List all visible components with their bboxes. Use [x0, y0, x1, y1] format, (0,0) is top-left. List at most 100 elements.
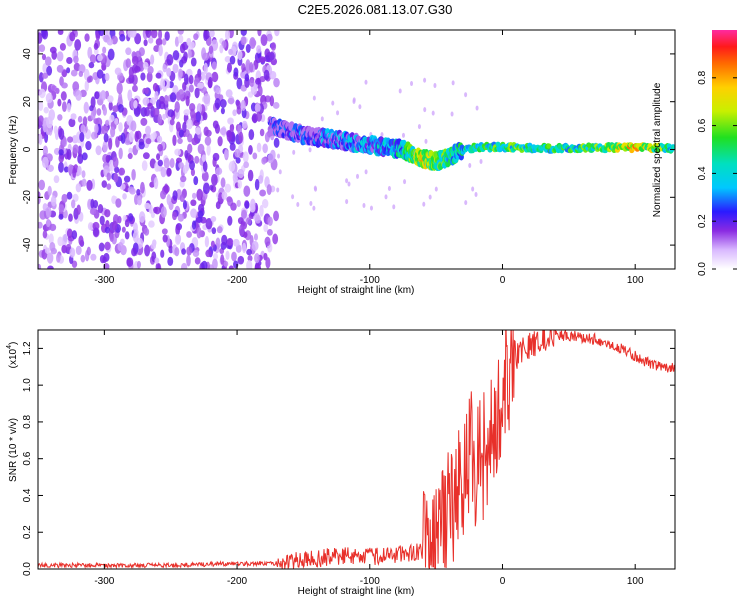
- noise-cell: [266, 33, 273, 42]
- noise-cell: [264, 48, 271, 58]
- noise-cell: [163, 94, 169, 105]
- noise-cell: [108, 101, 113, 111]
- noise-cell: [147, 102, 153, 110]
- noise-cell: [345, 199, 349, 205]
- noise-cell: [196, 226, 202, 239]
- noise-cell: [464, 200, 468, 206]
- noise-cell: [77, 153, 84, 164]
- noise-cell: [169, 118, 175, 126]
- noise-cell: [224, 56, 232, 63]
- noise-cell: [58, 204, 65, 213]
- noise-cell: [217, 136, 223, 147]
- noise-cell: [172, 211, 178, 221]
- noise-cell: [169, 92, 177, 103]
- noise-cell: [99, 215, 105, 226]
- noise-cell: [264, 55, 271, 63]
- noise-cell: [118, 122, 123, 132]
- noise-cell: [150, 54, 155, 65]
- noise-cell: [145, 125, 152, 136]
- noise-cell: [58, 153, 64, 163]
- noise-cell: [70, 69, 78, 77]
- noise-cell: [166, 194, 172, 206]
- noise-cell: [66, 102, 71, 113]
- noise-cell: [156, 135, 163, 144]
- noise-cell: [58, 161, 65, 173]
- noise-cell: [78, 70, 84, 77]
- noise-cell: [127, 30, 133, 38]
- y-tick-label: -20: [22, 190, 33, 205]
- noise-cell: [191, 192, 197, 199]
- noise-cell: [72, 144, 79, 154]
- noise-cell: [140, 117, 148, 126]
- noise-cell: [104, 72, 110, 82]
- noise-cell: [264, 132, 270, 143]
- noise-cell: [204, 236, 210, 248]
- noise-cell: [450, 111, 454, 117]
- noise-cell: [75, 90, 82, 101]
- noise-cell: [256, 111, 262, 122]
- noise-cell: [46, 252, 54, 264]
- noise-cell: [41, 156, 49, 169]
- noise-cell: [210, 216, 217, 223]
- noise-cell: [181, 262, 188, 269]
- spectrogram-y-label: Frequency (Hz): [8, 116, 19, 185]
- noise-cell: [153, 45, 160, 53]
- noise-cell: [94, 91, 100, 100]
- noise-cell: [256, 142, 262, 153]
- noise-cell: [73, 62, 81, 72]
- noise-cell: [61, 101, 67, 113]
- noise-cell: [180, 175, 187, 183]
- noise-cell: [124, 231, 130, 240]
- snr-plot-area: [38, 330, 675, 569]
- noise-cell: [186, 118, 193, 130]
- noise-cell: [148, 220, 155, 228]
- noise-cell: [468, 163, 472, 169]
- noise-cell: [142, 61, 149, 70]
- noise-cell: [81, 170, 86, 178]
- noise-cell: [118, 92, 123, 104]
- y-tick-label: 20: [22, 96, 33, 108]
- spectrogram-y-ticks: -40 -20 0 20 40: [22, 48, 675, 252]
- noise-cell: [410, 81, 414, 87]
- noise-cell: [292, 149, 296, 155]
- noise-cell: [190, 168, 196, 177]
- noise-cell: [98, 30, 105, 37]
- noise-cell: [73, 55, 79, 64]
- noise-cell: [104, 226, 111, 234]
- y-tick-label: 0.2: [22, 525, 33, 539]
- noise-cell: [224, 149, 229, 159]
- colorbar-ticks: 0.0 0.2 0.4 0.6 0.8: [697, 70, 737, 276]
- noise-cell: [215, 237, 221, 250]
- noise-cell: [71, 199, 76, 209]
- noise-cell: [129, 188, 136, 195]
- noise-cell: [451, 80, 455, 86]
- noise-cell: [71, 260, 78, 268]
- x-tick-label: 0: [500, 576, 506, 587]
- noise-cell: [259, 189, 267, 197]
- noise-cell: [144, 106, 150, 117]
- noise-cell: [42, 63, 48, 74]
- noise-cell: [92, 200, 99, 209]
- noise-cell: [120, 132, 126, 144]
- noise-cell: [68, 118, 76, 128]
- colorbar-tick-label: 0.8: [697, 70, 708, 84]
- noise-cell: [345, 178, 349, 184]
- noise-cell: [56, 51, 64, 62]
- noise-cell: [229, 142, 236, 151]
- noise-cell: [61, 193, 68, 203]
- noise-cell: [183, 109, 191, 116]
- noise-cell: [38, 221, 43, 229]
- noise-cell: [57, 98, 62, 107]
- noise-cell: [184, 150, 189, 159]
- noise-cell: [145, 30, 152, 38]
- noise-cell: [61, 244, 68, 254]
- spectrogram-x-label: Height of straight line (km): [298, 285, 415, 296]
- x-tick-label: 0: [500, 275, 506, 286]
- noise-cell: [265, 257, 271, 269]
- noise-cell: [178, 129, 184, 138]
- noise-cell: [109, 233, 114, 242]
- noise-cell: [38, 32, 43, 44]
- noise-cell: [248, 129, 255, 141]
- spectrogram-signal-track: [267, 116, 675, 172]
